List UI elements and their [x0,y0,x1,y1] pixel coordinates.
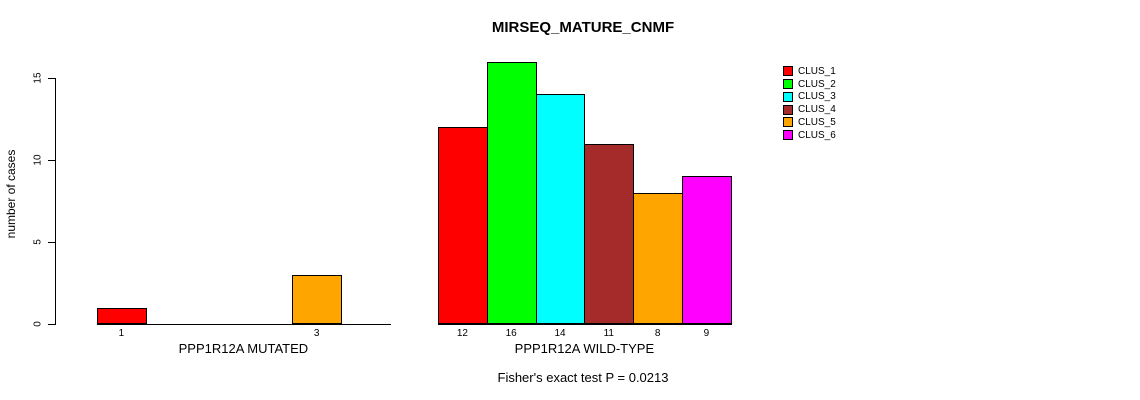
bar-clus_2 [486,61,537,324]
legend-swatch [783,66,793,77]
bar-clus_5 [633,192,683,324]
bar-count-label: 11 [603,328,614,339]
bar-clus_6 [682,176,732,324]
y-axis-label: number of cases [4,149,18,239]
bar-clus_4 [584,143,635,324]
legend-item: CLUS_4 [783,103,836,116]
y-tick-label: 5 [32,239,44,245]
chart-title: MIRSEQ_MATURE_CNMF [491,19,675,36]
bar-clus_1 [438,127,488,324]
y-axis-tick [48,160,55,161]
legend-swatch [783,104,793,115]
legend-label: CLUS_2 [798,78,836,90]
y-tick-label: 10 [32,154,44,166]
legend-swatch [783,91,793,102]
bar-clus_1 [97,307,147,324]
legend-label: CLUS_1 [798,65,836,77]
legend-item: CLUS_5 [783,116,836,129]
y-tick-label: 15 [32,72,44,84]
legend-item: CLUS_6 [783,129,836,142]
legend-item: CLUS_2 [783,78,836,91]
bar-count-label: 16 [505,328,517,339]
fisher-test-annotation: Fisher's exact test P = 0.0213 [497,370,669,385]
legend-swatch [783,79,793,90]
bar-clus_3 [535,94,586,324]
legend: CLUS_1 CLUS_2 CLUS_3 CLUS_4 CLUS_5 CLUS_6 [783,65,836,142]
x-axis-line [97,324,391,325]
y-axis-line [55,78,56,325]
y-axis-tick [48,242,55,243]
y-axis-tick [48,324,55,325]
legend-label: CLUS_5 [798,116,836,128]
bar-count-label: 8 [654,328,661,339]
legend-item: CLUS_1 [783,65,836,78]
x-axis-line [438,324,732,325]
bar-count-label: 9 [703,328,710,339]
y-tick-label: 0 [32,321,44,327]
legend-swatch [783,130,793,141]
bar-count-label: 1 [118,328,125,339]
bar-clus_5 [292,274,342,324]
bar-count-label: 14 [554,328,566,339]
group-label: PPP1R12A MUTATED [178,341,309,356]
legend-swatch [783,117,793,128]
y-axis-tick [48,78,55,79]
legend-label: CLUS_4 [798,104,836,116]
legend-label: CLUS_6 [798,129,836,141]
legend-label: CLUS_3 [798,91,836,103]
bar-count-label: 12 [456,328,468,339]
bar-count-label: 3 [313,328,320,339]
legend-item: CLUS_3 [783,91,836,104]
group-label: PPP1R12A WILD-TYPE [514,341,655,356]
